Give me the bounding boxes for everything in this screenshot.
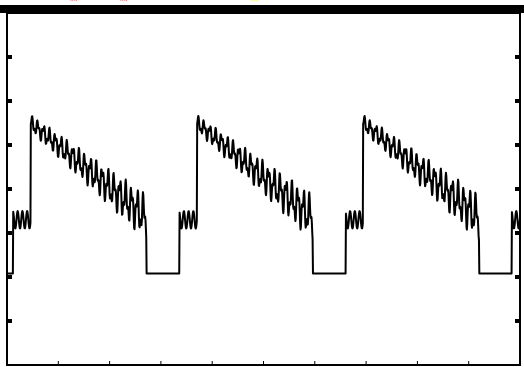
plot-frame xyxy=(6,12,521,366)
status-text-1: ···· xyxy=(70,0,78,5)
waveform-line xyxy=(6,114,521,275)
top-border-bar xyxy=(0,5,524,13)
waveform-group xyxy=(6,114,521,275)
tick-group xyxy=(7,55,520,365)
status-text-3: ···· xyxy=(250,0,258,5)
status-text-2: ···· xyxy=(120,0,128,5)
